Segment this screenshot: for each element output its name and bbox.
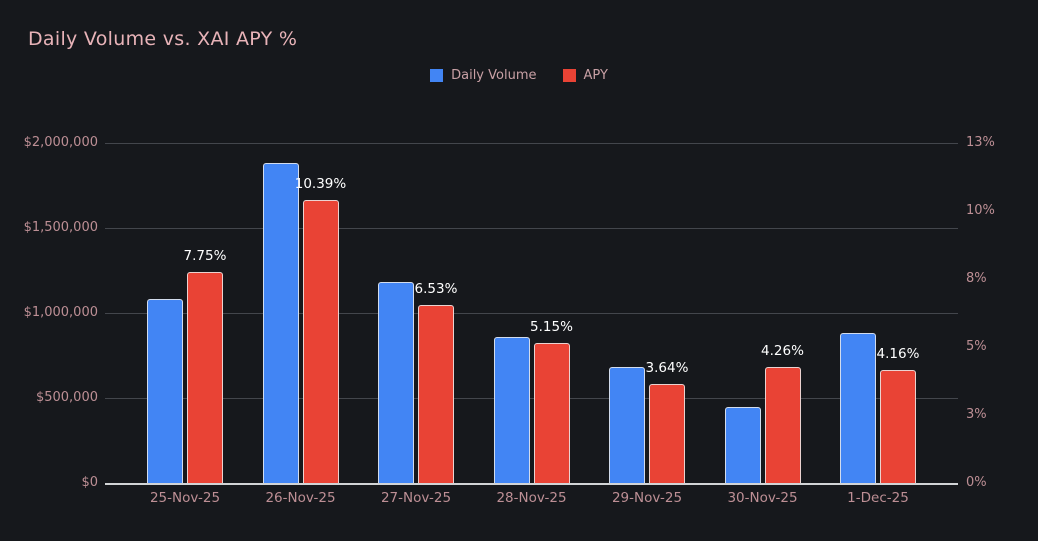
legend-label-daily-volume: Daily Volume [451,68,537,83]
volume-bar[interactable] [147,299,183,483]
apy-value-label: 6.53% [414,281,458,298]
apy-bar[interactable] [302,200,339,483]
y-axis-right-tick-label: 10% [966,203,995,218]
gridline [105,143,958,144]
y-axis-left-tick-label: $1,000,000 [23,305,98,320]
plot-area: 7.75% 10.39% 6.53% 5.15% 3.64% 4.26% 4.16% [105,143,958,485]
apy-value-label: 3.64% [645,360,689,376]
volume-bar[interactable] [840,333,876,483]
y-axis-right-tick-label: 3% [966,407,987,422]
x-axis-tick-label: 29-Nov-25 [611,490,683,506]
volume-bar[interactable] [609,366,645,483]
x-axis-tick-label: 30-Nov-25 [727,490,798,506]
x-axis-tick-label: 25-Nov-25 [149,490,221,506]
apy-bar[interactable] [418,305,454,483]
daily-volume-swatch-icon [430,69,444,82]
apy-bar[interactable] [880,369,916,483]
volume-bar[interactable] [378,282,414,483]
apy-bar[interactable] [764,367,801,483]
x-axis-tick-label: 27-Nov-25 [380,490,452,506]
volume-bar[interactable] [262,162,299,483]
legend: Daily Volume APY [0,68,1038,83]
volume-bar[interactable] [493,336,530,483]
apy-bar[interactable] [533,342,570,483]
apy-bar[interactable] [187,272,223,483]
x-axis-tick-label: 1-Dec-25 [847,490,909,506]
apy-bar[interactable] [649,384,685,483]
volume-bar[interactable] [724,407,761,483]
legend-label-apy: APY [583,68,608,83]
apy-value-label: 4.26% [761,343,804,360]
apy-swatch-icon [562,69,576,82]
apy-value-label: 7.75% [183,248,227,265]
y-axis-left-tick-label: $2,000,000 [23,135,98,150]
gridline [105,398,958,399]
chart-title: Daily Volume vs. XAI APY % [28,28,298,50]
gridline [105,313,958,314]
y-axis-left-tick-label: $500,000 [35,390,98,405]
apy-value-label: 4.16% [876,345,920,362]
y-axis-right-tick-label: 5% [966,339,987,354]
x-axis-tick-label: 28-Nov-25 [496,490,567,506]
y-axis-right-tick-label: 8% [966,271,987,286]
apy-value-label: 10.39% [294,176,347,193]
x-axis-tick-label: 26-Nov-25 [265,490,336,506]
apy-value-label: 5.15% [530,318,573,335]
legend-item-daily-volume[interactable]: Daily Volume [430,68,537,83]
y-axis-left-tick-label: $1,500,000 [23,220,98,235]
legend-item-apy[interactable]: APY [562,68,608,83]
gridline [105,228,958,229]
y-axis-left-tick-label: $0 [81,475,98,490]
y-axis-right-tick-label: 13% [966,135,995,150]
y-axis-right-tick-label: 0% [966,475,987,490]
